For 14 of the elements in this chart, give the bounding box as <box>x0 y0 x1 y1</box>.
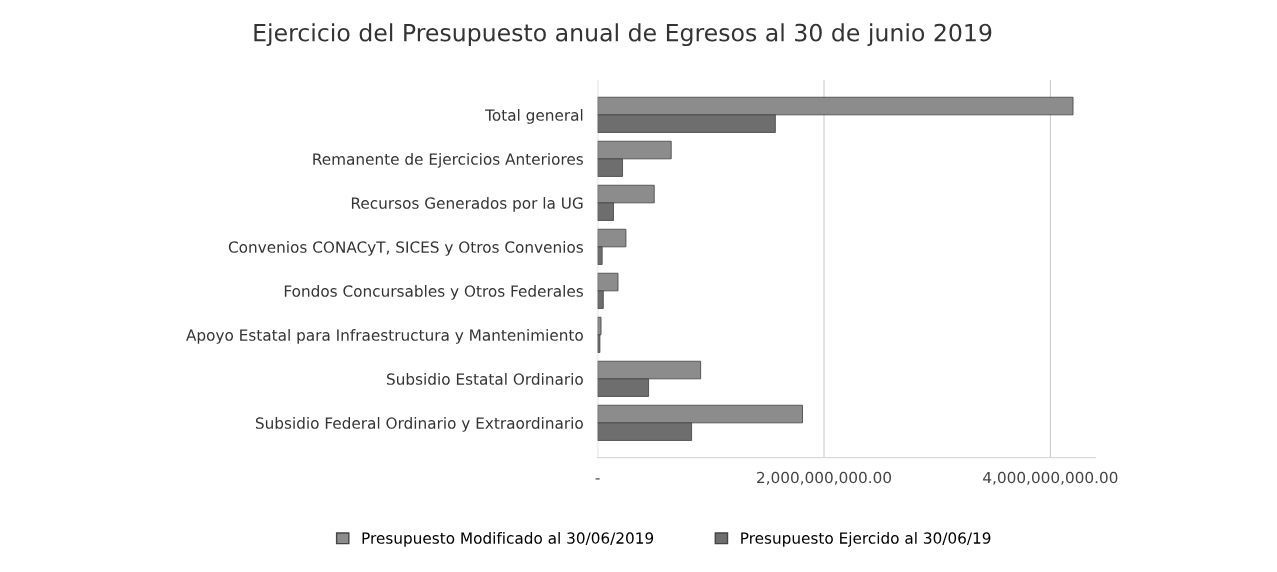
y-tick-label: Subsidio Federal Ordinario y Extraordinario <box>255 417 583 432</box>
legend-label: Presupuesto Ejercido al 30/06/19 <box>741 532 991 547</box>
y-tick-label: Convenios CONACyT, SICES y Otros Convenios <box>228 241 583 256</box>
legend-label: Presupuesto Modificado al 30/06/2019 <box>362 532 654 547</box>
y-tick-label: Total general <box>485 109 583 124</box>
chart-title: Ejercicio del Presupuesto anual de Egresos al 30 de junio 2019 <box>254 23 992 47</box>
x-tick-label: - <box>595 478 600 480</box>
x-tick-label: 4,000,000,000.00 <box>983 471 1118 485</box>
y-tick-label: Remanente de Ejercicios Anteriores <box>313 153 583 168</box>
y-tick-label: Fondos Concursables y Otros Federales <box>284 285 583 300</box>
x-tick-label: 2,000,000,000.00 <box>757 471 892 485</box>
y-tick-label: Recursos Generados por la UG <box>351 197 583 212</box>
y-tick-label: Apoyo Estatal para Infraestructura y Mantenimiento <box>186 329 583 344</box>
y-tick-label: Subsidio Estatal Ordinario <box>387 373 583 385</box>
